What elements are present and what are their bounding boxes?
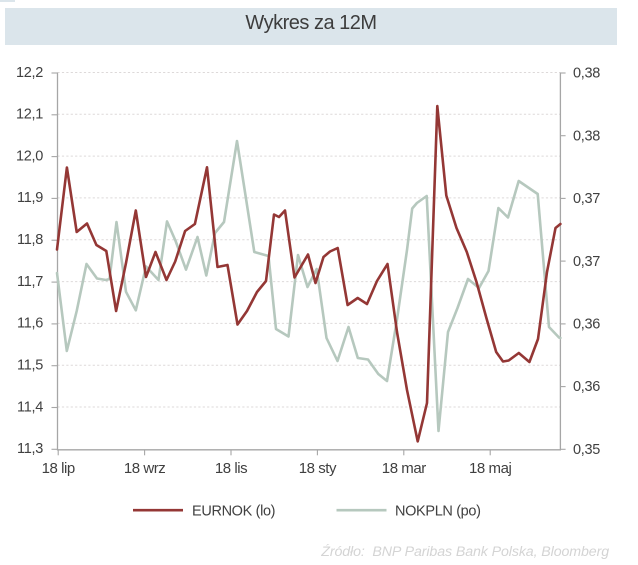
svg-text:18 wrz: 18 wrz: [124, 460, 165, 477]
svg-text:EURNOK (lo): EURNOK (lo): [192, 503, 275, 519]
svg-text:18 maj: 18 maj: [469, 460, 511, 477]
svg-text:18 sty: 18 sty: [299, 460, 337, 477]
svg-text:18 lip: 18 lip: [42, 460, 75, 477]
svg-text:NOKPLN (po): NOKPLN (po): [395, 503, 481, 519]
svg-text:0,36: 0,36: [573, 317, 600, 333]
svg-text:11,8: 11,8: [17, 232, 43, 248]
svg-text:Źródło: BNP Paribas Bank Pols: Źródło: BNP Paribas Bank Polska, Bloombe…: [320, 543, 609, 560]
svg-text:18 mar: 18 mar: [382, 460, 426, 477]
svg-text:0,37: 0,37: [573, 254, 600, 270]
svg-text:12,1: 12,1: [16, 107, 43, 123]
svg-text:0,37: 0,37: [573, 191, 600, 207]
svg-text:12,2: 12,2: [16, 65, 43, 81]
svg-text:11,4: 11,4: [17, 399, 43, 415]
svg-text:0,38: 0,38: [573, 128, 600, 144]
svg-text:0,36: 0,36: [573, 379, 600, 395]
svg-text:11,6: 11,6: [17, 316, 43, 332]
svg-text:11,7: 11,7: [17, 274, 43, 290]
svg-text:11,5: 11,5: [17, 358, 43, 374]
svg-text:12,0: 12,0: [16, 148, 43, 164]
svg-text:0,38: 0,38: [573, 66, 600, 82]
svg-text:11,9: 11,9: [17, 190, 43, 206]
svg-text:18 lis: 18 lis: [215, 460, 247, 477]
svg-text:11,3: 11,3: [17, 441, 43, 457]
svg-text:0,35: 0,35: [573, 442, 600, 458]
